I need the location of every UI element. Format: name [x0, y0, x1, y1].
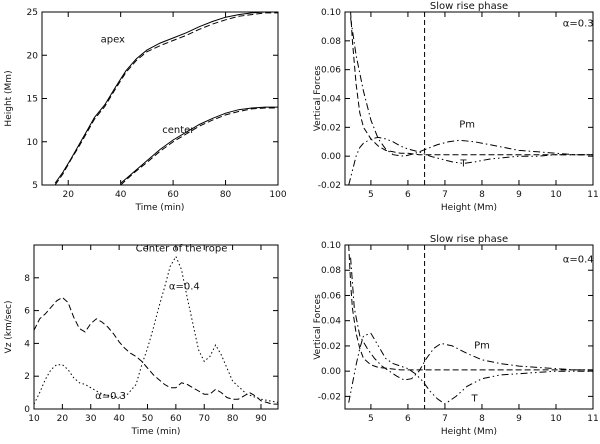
x-tick-label: 10	[28, 414, 40, 424]
x-tick-label: 70	[199, 414, 211, 424]
x-tick-label: 40	[115, 190, 127, 200]
series-line-apex-dashed	[54, 12, 278, 185]
series-line-dashed	[350, 12, 593, 156]
annotation: T	[459, 158, 467, 169]
x-tick-label: 6	[405, 190, 411, 200]
series-line-α=0.4	[34, 255, 278, 405]
y-tick-label: 2	[24, 372, 30, 382]
x-axis-label: Height (Mm)	[441, 203, 497, 213]
series-line-α=0.3	[34, 296, 278, 405]
x-tick-label: 11	[587, 190, 598, 200]
series-line-Pm	[350, 257, 593, 381]
x-tick-label: 40	[113, 414, 125, 424]
y-tick-label: 0.08	[321, 266, 341, 276]
y-tick-label: -0.02	[318, 392, 341, 402]
x-tick-label: 90	[255, 414, 267, 424]
x-tick-label: 9	[516, 190, 522, 200]
x-axis-label: Height (Mm)	[441, 427, 497, 437]
x-tick-label: 10	[550, 190, 562, 200]
x-tick-label: 7	[442, 414, 448, 424]
y-tick-label: 0.10	[321, 241, 341, 251]
series-line-center-dashed	[120, 107, 278, 185]
x-tick-label: 6	[405, 414, 411, 424]
annotation: α=0.3	[95, 391, 126, 402]
y-tick-label: 6	[24, 307, 30, 317]
x-tick-label: 7	[442, 190, 448, 200]
y-tick-label: 0.04	[321, 317, 341, 327]
chart-title: Slow rise phase	[430, 1, 508, 12]
x-tick-label: 11	[587, 414, 598, 424]
x-tick-label: 9	[516, 414, 522, 424]
y-tick-label: 0.00	[321, 367, 341, 377]
y-axis-label: Vertical Forces	[313, 294, 323, 360]
y-axis-label: Vertical Forces	[313, 65, 323, 131]
y-tick-label: 5	[32, 181, 38, 191]
series-line-center-solid	[120, 106, 278, 184]
y-tick-label: -0.02	[318, 181, 341, 191]
series-line-apex-solid	[54, 12, 273, 184]
annotation: Center of the rope	[136, 244, 228, 255]
series-line-dashed	[348, 245, 593, 371]
y-tick-label: 4	[24, 339, 30, 349]
y-tick-label: 10	[27, 138, 39, 148]
series-line-Pm	[350, 17, 593, 157]
annotation: apex	[101, 34, 125, 45]
plot-frame	[344, 244, 594, 410]
annotation: α=0.4	[169, 281, 200, 292]
chart-title: Slow rise phase	[430, 234, 508, 245]
y-tick-label: 0.08	[321, 37, 341, 47]
x-tick-label: 20	[62, 190, 74, 200]
chart-p2: 5 6 7 8 9 10 11 -0.02 0.00 0.02 0.04 0.06 0.08 0.10 He…	[313, 1, 599, 213]
annotation: Pm	[459, 119, 475, 130]
x-tick-label: 5	[368, 190, 374, 200]
y-tick-label: 0.02	[321, 342, 341, 352]
chart-p4: 5 6 7 8 9 10 11 -0.02 0.00 0.02 0.04 0.06 0.08 0.10 He…	[313, 234, 599, 437]
y-tick-label: 0.06	[321, 66, 341, 76]
y-tick-label: 20	[27, 51, 39, 61]
x-axis-label: Time (min)	[135, 203, 185, 213]
x-tick-label: 20	[57, 414, 69, 424]
y-tick-label: 0.02	[321, 123, 341, 133]
x-tick-label: 80	[227, 414, 239, 424]
y-tick-label: 0	[24, 405, 30, 415]
x-tick-label: 100	[269, 190, 286, 200]
x-tick-label: 5	[368, 414, 374, 424]
y-axis-label: Height (Mm)	[4, 70, 14, 126]
x-tick-label: 8	[479, 190, 485, 200]
x-tick-label: 30	[85, 414, 97, 424]
plot-frame	[33, 244, 279, 410]
annotation: α=0.3	[563, 18, 594, 29]
x-tick-label: 50	[142, 414, 154, 424]
annotation: center	[162, 125, 195, 136]
y-axis-label: Vz (km/sec)	[4, 301, 14, 354]
x-tick-label: 80	[220, 190, 232, 200]
y-tick-label: 8	[24, 274, 30, 284]
chart-p1: 20 40 60 80 100 5 10 15 20 25 Time (min) Height (Mm…	[4, 8, 287, 213]
y-tick-label: 25	[27, 8, 38, 18]
y-tick-label: 15	[27, 95, 38, 105]
x-axis-label: Time (min)	[131, 427, 181, 437]
y-tick-label: 0.06	[321, 291, 341, 301]
y-tick-label: 0.10	[321, 8, 341, 18]
x-tick-label: 10	[550, 414, 562, 424]
x-tick-label: 60	[167, 190, 179, 200]
x-tick-label: 8	[479, 414, 485, 424]
chart-p3: 10 20 30 40 50 60 70 80 90 0 2 4 6 8 Time (min) Vz (km/…	[4, 244, 279, 437]
y-tick-label: 0.04	[321, 95, 341, 105]
series-line-T	[348, 136, 593, 185]
annotation: T	[470, 393, 478, 404]
annotation: α=0.4	[563, 255, 594, 266]
annotation: Pm	[474, 340, 490, 351]
x-tick-label: 60	[170, 414, 182, 424]
y-tick-label: 0.00	[321, 152, 341, 162]
